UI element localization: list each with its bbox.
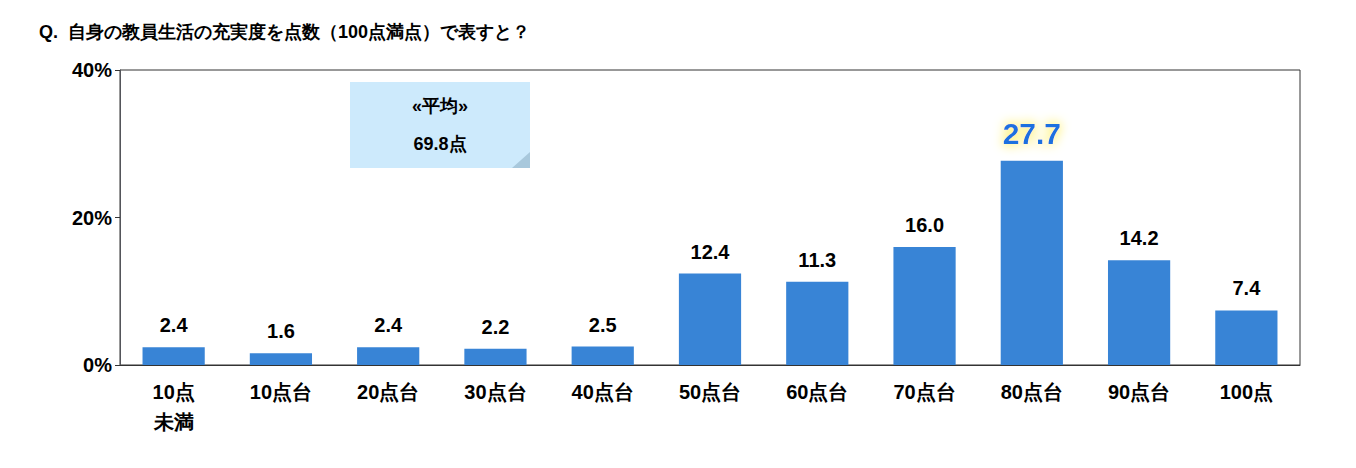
svg-text:60点台: 60点台 [786,381,848,403]
svg-text:80点台: 80点台 [1001,381,1063,403]
svg-text:10点台: 10点台 [250,381,312,403]
svg-text:2.2: 2.2 [482,316,510,338]
svg-text:Q. 自身の教員生活の充実度を点数（100点満点）で表すと: Q. 自身の教員生活の充実度を点数（100点満点）で表すと？ [39,22,530,42]
svg-text:2.5: 2.5 [589,314,617,336]
svg-text:69.8点: 69.8点 [413,134,466,154]
svg-text:0%: 0% [83,354,112,376]
svg-text:«平均»: «平均» [412,96,468,116]
svg-text:40%: 40% [72,59,112,81]
svg-text:1.6: 1.6 [267,320,295,342]
svg-text:2.4: 2.4 [160,314,189,336]
svg-text:10点: 10点 [153,381,195,403]
svg-text:20点台: 20点台 [357,381,419,403]
svg-text:40点台: 40点台 [572,381,634,403]
svg-text:11.3: 11.3 [798,249,836,271]
svg-text:7.4: 7.4 [1232,277,1261,299]
svg-text:90点台: 90点台 [1108,381,1170,403]
svg-text:12.4: 12.4 [691,241,731,263]
svg-text:20%: 20% [72,207,112,229]
svg-text:70点台: 70点台 [893,381,955,403]
svg-text:14.2: 14.2 [1120,227,1159,249]
svg-text:27.7: 27.7 [1003,117,1061,150]
svg-text:30点台: 30点台 [464,381,526,403]
svg-text:2.4: 2.4 [374,314,403,336]
svg-text:16.0: 16.0 [905,214,944,236]
svg-text:未満: 未満 [153,411,194,433]
svg-text:100点: 100点 [1220,381,1273,403]
svg-text:50点台: 50点台 [679,381,741,403]
